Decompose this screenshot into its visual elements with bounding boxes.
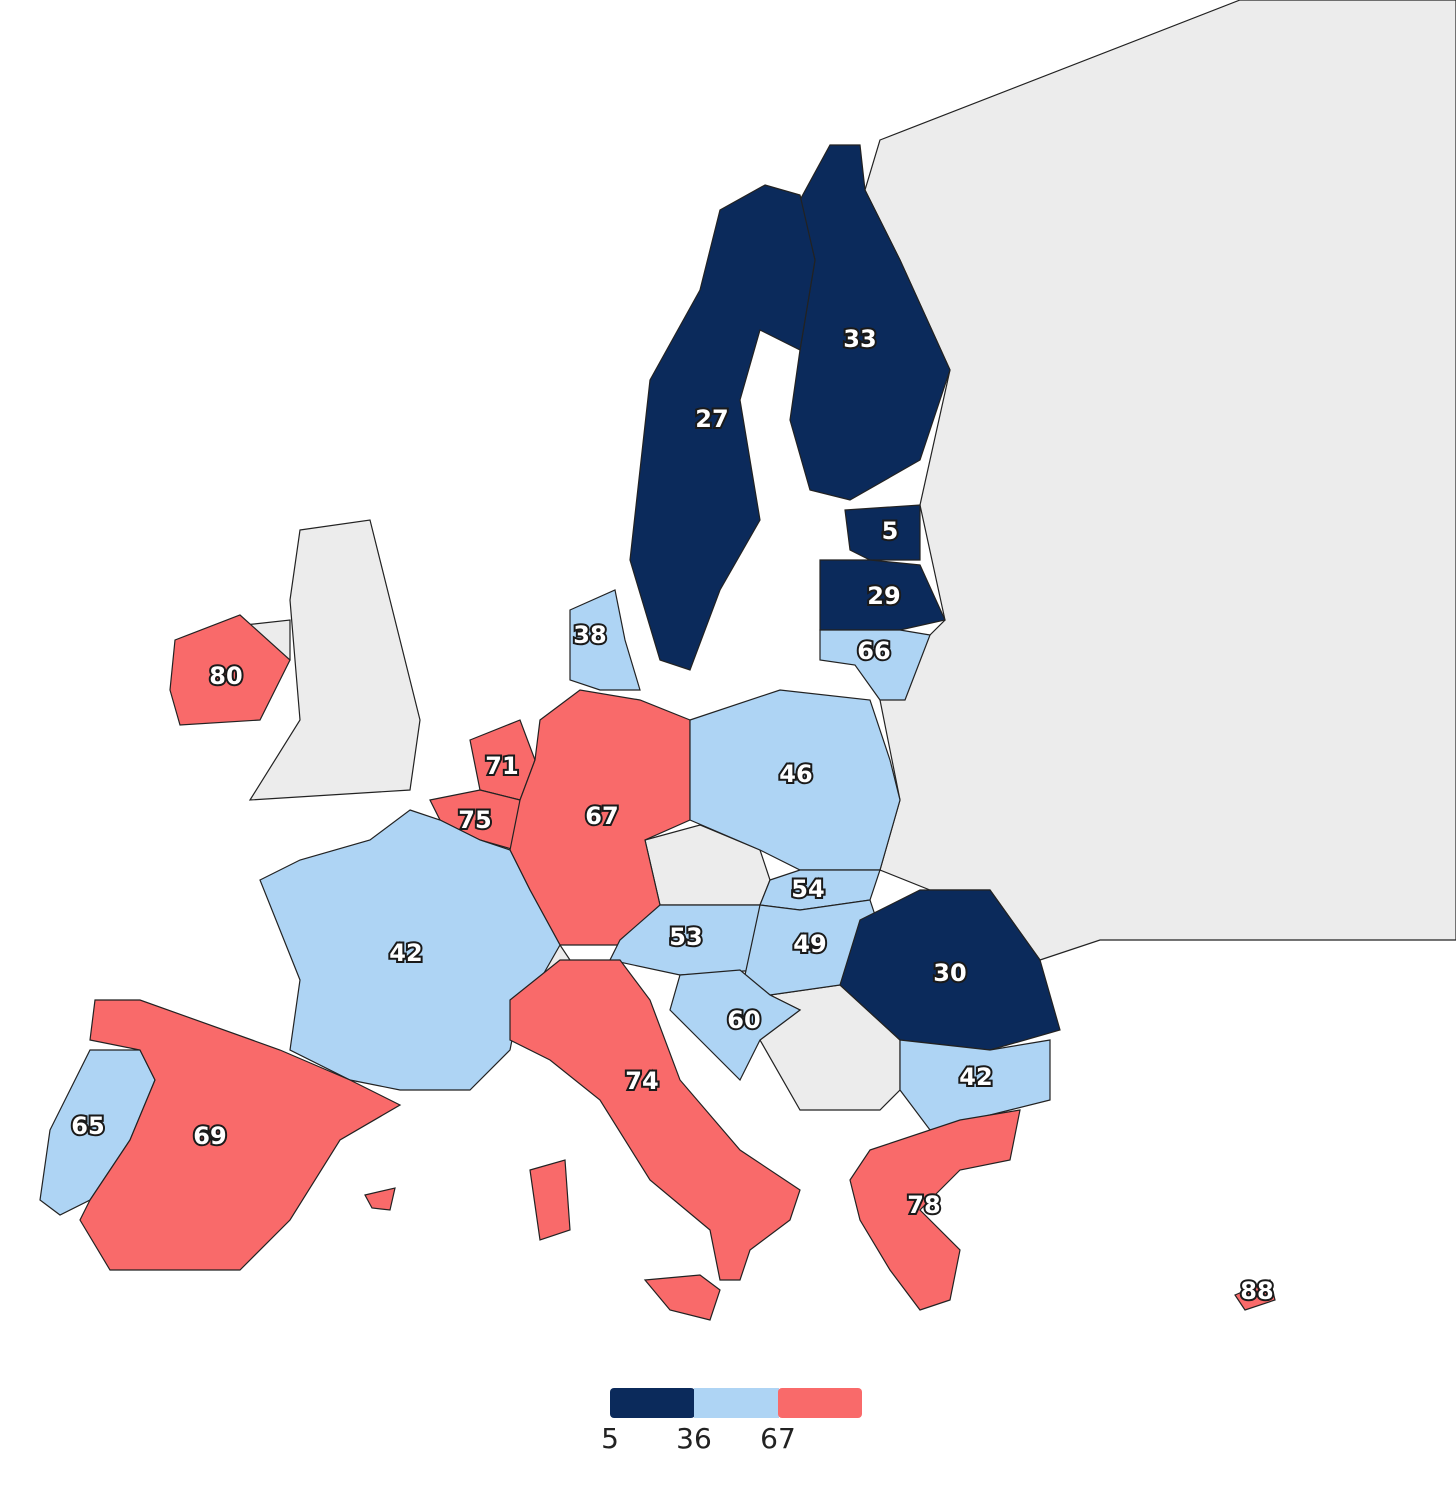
value-label: 65 [71,1112,104,1140]
legend: 5 36 67 [601,1388,862,1455]
background-country [248,519,421,801]
legend-label: 5 [601,1422,619,1455]
country [643,1274,721,1321]
country [669,969,802,1082]
value-label: 74 [625,1067,658,1095]
value-label: 75 [458,806,491,834]
country [689,689,901,871]
legend-label: 36 [676,1422,712,1455]
country [629,184,816,671]
country [364,1187,396,1211]
legend-label: 67 [760,1422,796,1455]
country [899,1039,1051,1131]
country [509,959,801,1281]
value-label: 42 [389,939,422,967]
country [79,999,402,1271]
value-label: 49 [793,930,826,958]
country [849,1109,1021,1311]
country [569,589,641,691]
value-label: 33 [843,325,876,353]
value-labels: 33 27 5 29 66 38 80 71 75 67 46 54 53 49 30 42 60 42 65 69 7… [69,323,1275,1307]
non-member-countries [244,0,1456,1111]
value-label: 78 [907,1191,940,1219]
value-label: 42 [959,1063,992,1091]
value-label: 88 [1240,1277,1273,1305]
legend-swatch [778,1388,862,1418]
member-countries [39,144,1276,1321]
value-label: 53 [669,923,702,951]
value-label: 60 [727,1006,760,1034]
background-country [864,0,1456,961]
value-label: 54 [791,875,824,903]
value-label: 69 [193,1122,226,1150]
country [529,1159,571,1241]
country [844,504,921,561]
country [839,889,1061,1051]
value-label: 27 [695,405,728,433]
value-label: 46 [779,760,812,788]
value-label: 29 [867,582,900,610]
country [169,614,291,726]
value-label: 5 [882,517,899,545]
legend-swatch [610,1388,695,1418]
value-label: 38 [573,621,606,649]
country [1234,1279,1276,1311]
value-label: 80 [209,662,242,690]
value-label: 66 [857,637,890,665]
value-label: 30 [933,959,966,987]
value-label: 67 [585,802,618,830]
value-label: 71 [485,752,518,780]
country [819,629,931,701]
country [259,809,561,1091]
legend-swatch [694,1388,779,1418]
